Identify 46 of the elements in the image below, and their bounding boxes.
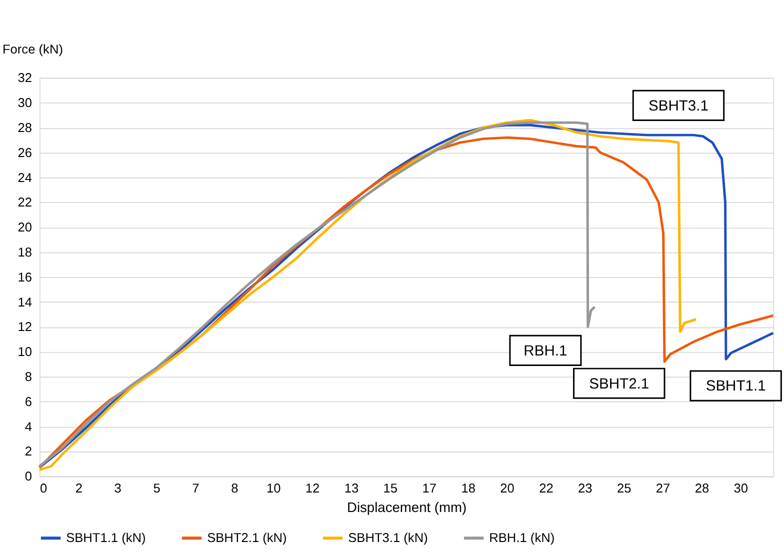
x-tick-label: 0 bbox=[40, 480, 48, 496]
x-tick-label: 8 bbox=[231, 480, 238, 496]
x-tick-label: 10 bbox=[266, 480, 281, 496]
y-tick-label: 26 bbox=[18, 144, 32, 160]
x-tick-label: 15 bbox=[383, 480, 398, 496]
y-tick-label: 24 bbox=[18, 170, 32, 185]
x-tick-label: 17 bbox=[422, 480, 437, 496]
x-tick-label: 28 bbox=[694, 480, 710, 496]
legend-label: SBHT2.1 (kN) bbox=[207, 530, 287, 546]
x-tick-label: 12 bbox=[305, 480, 320, 496]
y-tick-label: 32 bbox=[18, 70, 32, 86]
y-tick-label: 14 bbox=[18, 294, 32, 310]
y-tick-label: 10 bbox=[18, 344, 32, 360]
y-tick-label: 4 bbox=[24, 418, 32, 434]
y-tick-label: 16 bbox=[18, 269, 32, 284]
x-tick-label: 13 bbox=[344, 480, 359, 496]
legend-label: RBH.1 (kN) bbox=[489, 530, 555, 546]
x-tick-label: 7 bbox=[192, 480, 200, 496]
x-tick-label: 25 bbox=[616, 480, 632, 496]
y-tick-label: 0 bbox=[24, 468, 32, 484]
y-tick-label: 8 bbox=[24, 369, 32, 384]
y-tick-label: 22 bbox=[18, 194, 32, 210]
y-axis-title: Force (kN) bbox=[2, 42, 63, 57]
annotation: SBHT1.1 bbox=[706, 378, 766, 395]
x-tick-label: 20 bbox=[500, 480, 514, 496]
x-tick-label: 30 bbox=[734, 480, 748, 496]
y-tick-label: 18 bbox=[18, 244, 32, 260]
annotation: SBHT2.1 bbox=[589, 376, 650, 392]
y-tick-label: 28 bbox=[18, 120, 32, 136]
x-tick-label: 27 bbox=[656, 480, 670, 496]
y-tick-label: 12 bbox=[18, 319, 32, 334]
x-tick-label: 18 bbox=[461, 480, 476, 496]
x-tick-label: 5 bbox=[153, 480, 160, 496]
y-tick-label: 30 bbox=[18, 95, 32, 110]
legend-label: SBHT3.1 (kN) bbox=[348, 530, 428, 546]
x-axis-title: Displacement (mm) bbox=[346, 500, 467, 516]
y-tick-label: 20 bbox=[18, 220, 32, 235]
x-tick-label: 2 bbox=[75, 480, 82, 496]
x-tick-label: 23 bbox=[578, 480, 592, 496]
x-tick-label: 22 bbox=[539, 480, 554, 496]
x-tick-label: 3 bbox=[114, 480, 122, 496]
legend-label: SBHT1.1 (kN) bbox=[66, 530, 146, 546]
y-tick-label: 6 bbox=[24, 394, 32, 409]
annotation: RBH.1 bbox=[524, 343, 568, 360]
annotation: SBHT3.1 bbox=[648, 98, 708, 114]
y-tick-label: 2 bbox=[24, 444, 32, 459]
